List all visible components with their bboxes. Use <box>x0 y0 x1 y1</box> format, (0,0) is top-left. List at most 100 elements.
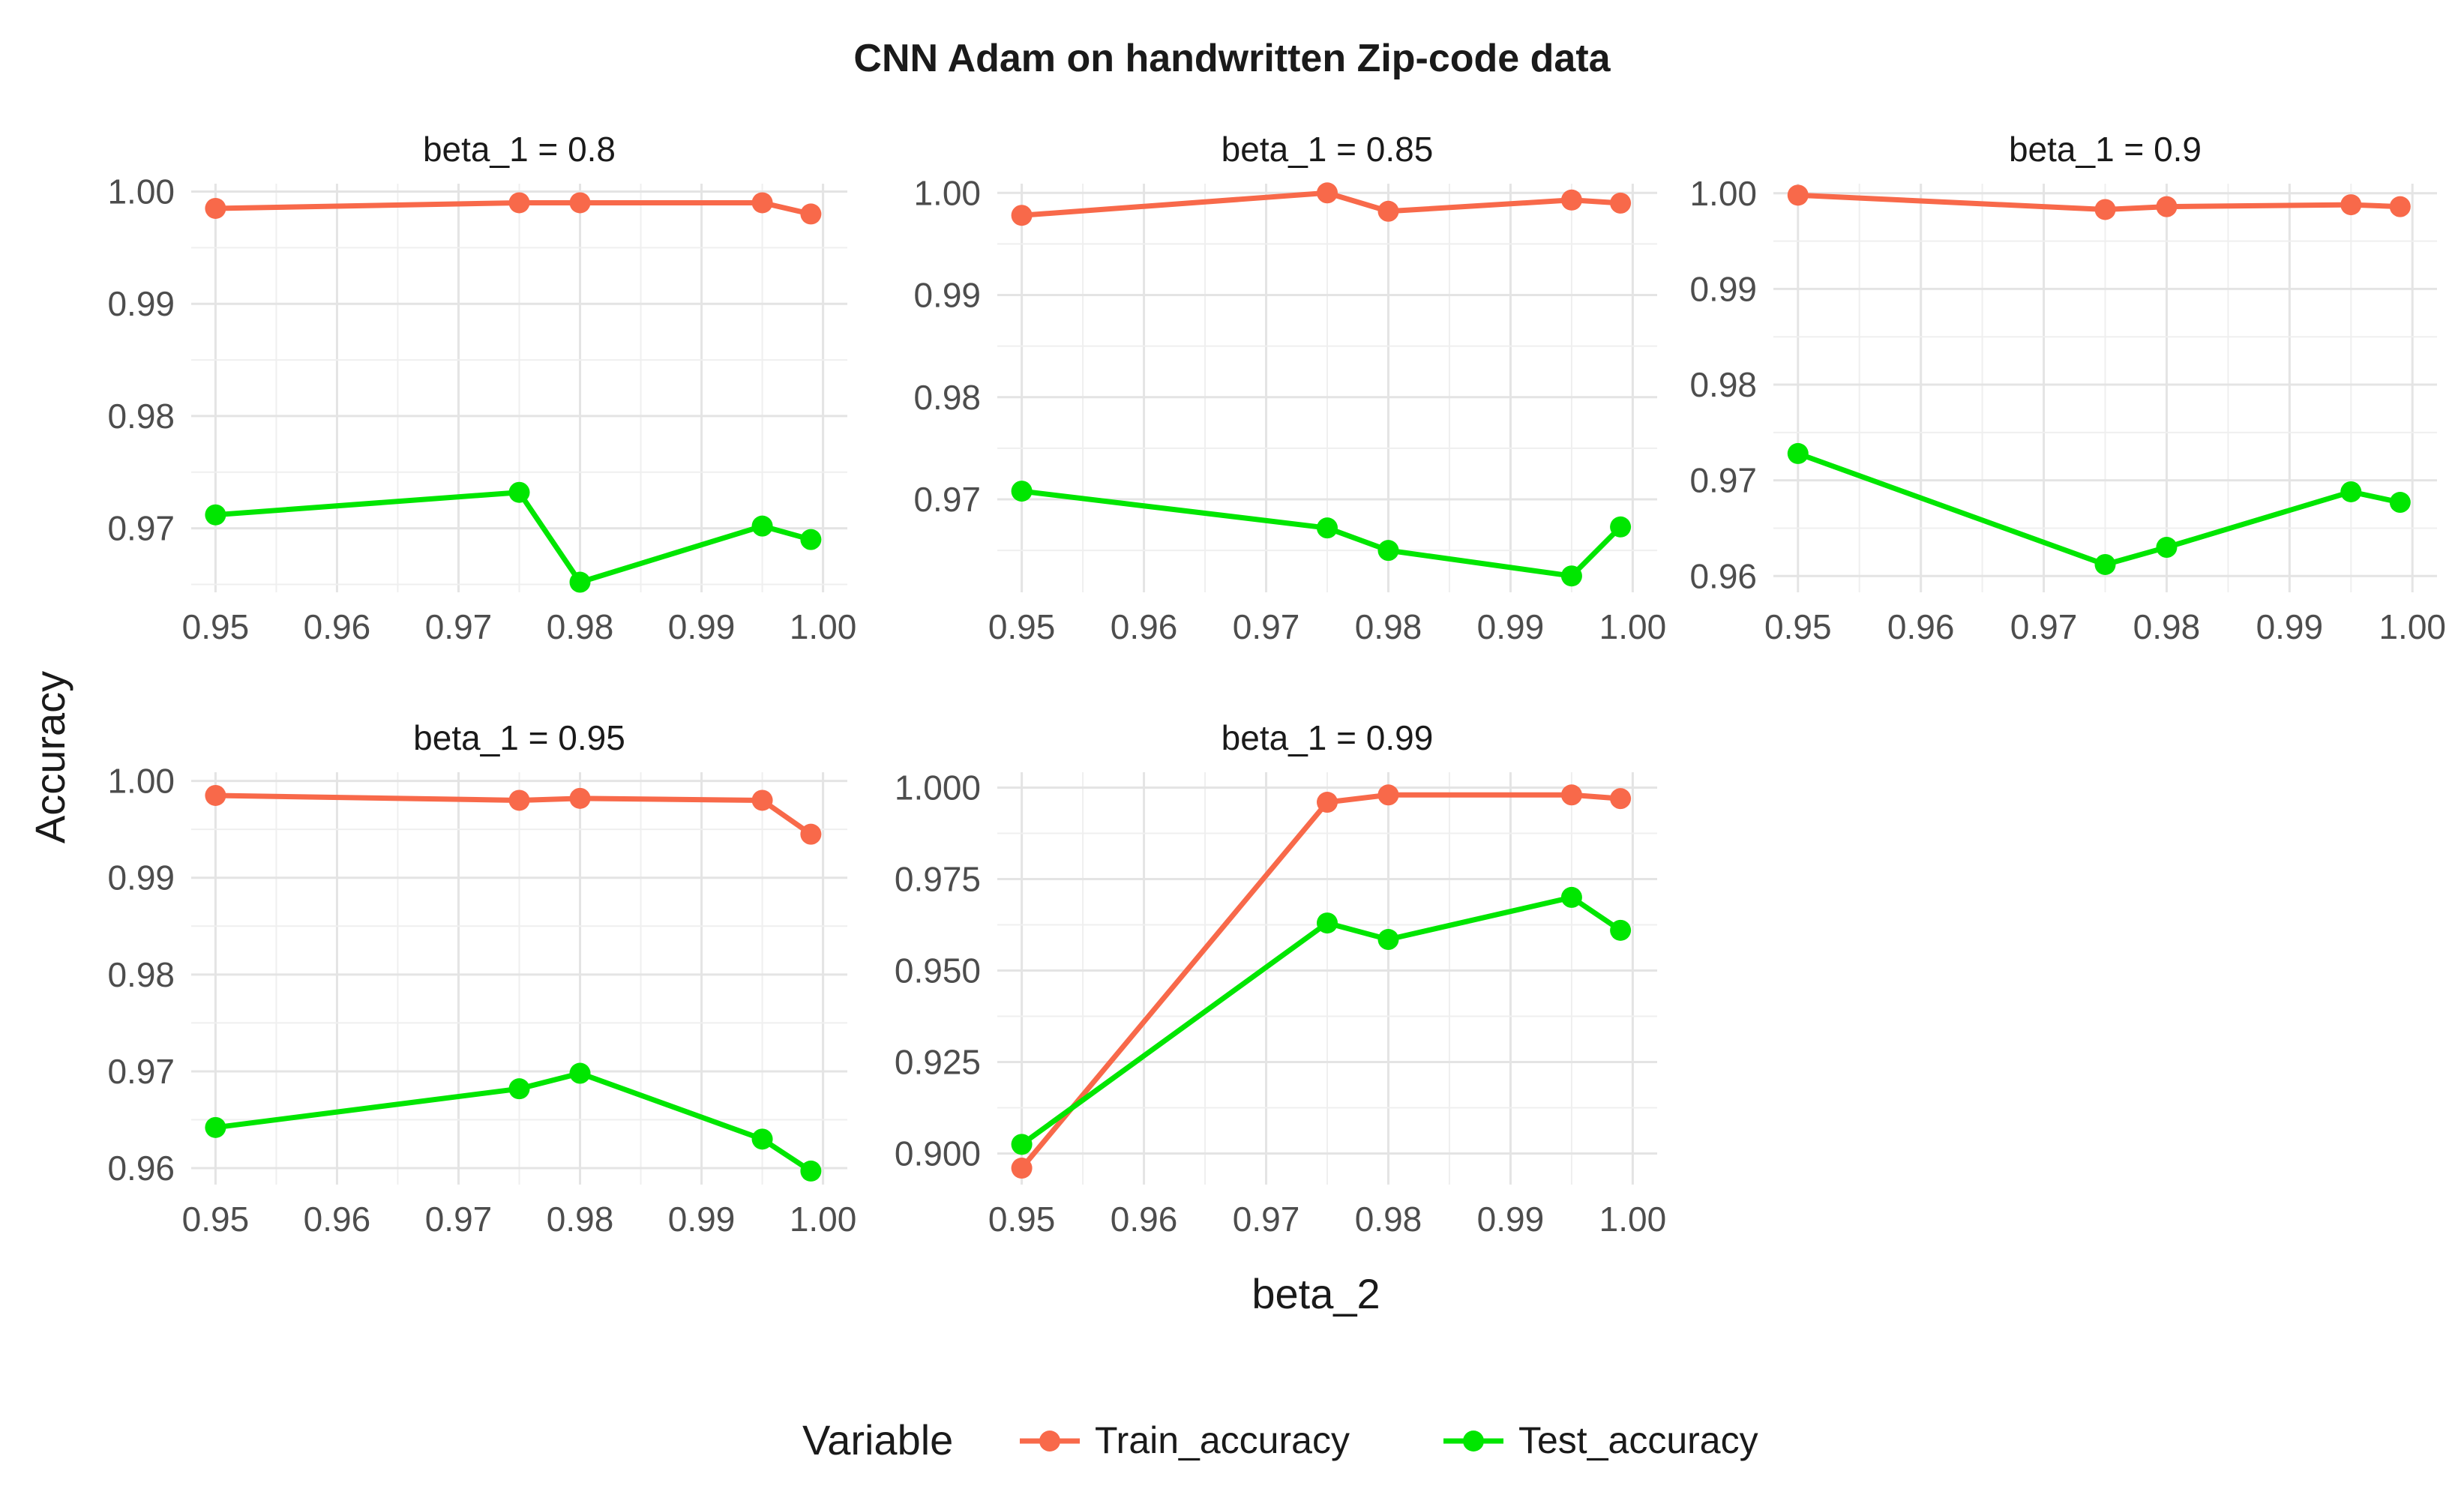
x-tick-label: 0.97 <box>1233 1200 1300 1239</box>
y-tick-label: 0.900 <box>895 1134 981 1173</box>
data-point-train-accuracy <box>1377 784 1399 806</box>
data-point-train-accuracy <box>1610 192 1632 214</box>
data-point-test-accuracy <box>2094 553 2116 575</box>
legend-item: Test_accuracy <box>1443 1419 1758 1461</box>
legend: Variable Train_accuracy Test_accuracy <box>802 1416 1758 1464</box>
data-point-test-accuracy <box>1011 481 1033 502</box>
y-tick-label: 0.97 <box>1689 461 1757 500</box>
legend-key-point <box>1039 1431 1060 1452</box>
x-tick-label: 0.95 <box>988 1200 1056 1239</box>
data-point-test-accuracy <box>1377 929 1399 951</box>
y-tick-label: 1.000 <box>895 768 981 807</box>
y-tick-label: 0.925 <box>895 1043 981 1082</box>
data-point-test-accuracy <box>1317 517 1338 539</box>
panel-strip-label: beta_1 = 0.9 <box>2009 130 2202 169</box>
legend-keys: Train_accuracy Test_accuracy <box>1020 1419 1758 1461</box>
y-tick-label: 1.00 <box>1689 174 1757 213</box>
x-tick-label: 1.00 <box>1599 607 1667 646</box>
panel-2: beta_1 = 0.85 0.95 0.96 0.97 0.98 0.99 1.00 0.9… <box>913 130 1666 646</box>
panel-strip-label: beta_1 = 0.85 <box>1222 130 1434 169</box>
x-tick-label: 0.98 <box>1355 1200 1422 1239</box>
data-point-train-accuracy <box>800 203 822 225</box>
data-point-test-accuracy <box>800 1160 822 1182</box>
data-point-test-accuracy <box>205 504 226 526</box>
x-tick-label: 0.99 <box>1477 607 1545 646</box>
data-point-train-accuracy <box>2094 199 2116 220</box>
x-tick-label: 0.99 <box>668 607 736 646</box>
legend-key-point <box>1463 1431 1484 1452</box>
data-point-train-accuracy <box>800 823 822 845</box>
data-point-train-accuracy <box>1560 189 1582 211</box>
data-point-train-accuracy <box>751 192 773 214</box>
data-point-train-accuracy <box>569 787 591 809</box>
data-point-test-accuracy <box>1560 565 1582 587</box>
data-point-train-accuracy <box>508 789 530 811</box>
data-point-test-accuracy <box>1560 886 1582 908</box>
data-point-train-accuracy <box>1377 200 1399 222</box>
data-point-train-accuracy <box>1610 788 1632 810</box>
panel-3: beta_1 = 0.90.95 0.96 0.97 0.98 0.99 1.000.96… <box>1689 130 2446 646</box>
y-tick-label: 0.99 <box>1689 269 1757 308</box>
x-tick-label: 0.95 <box>182 1200 250 1239</box>
data-point-train-accuracy <box>1787 184 1809 206</box>
data-point-test-accuracy <box>508 1078 530 1100</box>
data-point-test-accuracy <box>205 1116 226 1138</box>
y-tick-label: 0.97 <box>913 480 981 519</box>
panel-4: beta_1 = 0.950.95 0.96 0.97 0.98 0.99 1.000.9… <box>107 718 856 1239</box>
data-point-train-accuracy <box>569 192 591 214</box>
x-tick-label: 1.00 <box>1599 1200 1667 1239</box>
data-point-train-accuracy <box>2389 196 2411 217</box>
y-tick-label: 0.97 <box>107 1052 175 1091</box>
data-point-train-accuracy <box>2156 196 2178 217</box>
x-tick-label: 0.99 <box>2256 607 2324 646</box>
y-tick-label: 0.98 <box>1689 365 1757 404</box>
y-tick-label: 1.00 <box>107 172 175 211</box>
y-tick-label: 0.98 <box>107 955 175 994</box>
data-point-train-accuracy <box>1560 784 1582 806</box>
y-tick-label: 0.97 <box>107 509 175 548</box>
y-tick-label: 0.96 <box>1689 556 1757 595</box>
data-point-test-accuracy <box>800 529 822 550</box>
x-tick-label: 1.00 <box>790 607 857 646</box>
x-tick-label: 0.98 <box>547 1200 614 1239</box>
y-tick-label: 0.950 <box>895 951 981 990</box>
panel-strip-label: beta_1 = 0.99 <box>1222 718 1434 757</box>
x-tick-label: 0.98 <box>547 607 614 646</box>
x-tick-label: 0.99 <box>1477 1200 1545 1239</box>
data-point-train-accuracy <box>1317 792 1338 813</box>
data-point-test-accuracy <box>2389 492 2411 514</box>
y-tick-label: 1.00 <box>107 762 175 801</box>
y-tick-label: 0.96 <box>107 1149 175 1188</box>
panel-strip-label: beta_1 = 0.8 <box>423 130 616 169</box>
data-point-train-accuracy <box>1011 1158 1033 1179</box>
x-tick-label: 0.97 <box>1233 607 1300 646</box>
data-point-test-accuracy <box>569 1062 591 1084</box>
data-point-test-accuracy <box>2156 537 2178 559</box>
y-tick-label: 1.00 <box>913 173 981 212</box>
y-tick-label: 0.99 <box>107 858 175 897</box>
data-point-test-accuracy <box>1787 442 1809 464</box>
data-point-train-accuracy <box>751 789 773 811</box>
data-point-train-accuracy <box>1011 205 1033 226</box>
data-point-test-accuracy <box>508 481 530 503</box>
y-tick-label: 0.99 <box>913 276 981 315</box>
data-point-test-accuracy <box>2340 481 2362 502</box>
data-point-train-accuracy <box>205 197 226 219</box>
x-tick-label: 0.95 <box>182 607 250 646</box>
x-tick-label: 0.99 <box>668 1200 736 1239</box>
x-tick-label: 0.97 <box>425 1200 493 1239</box>
y-tick-label: 0.99 <box>107 284 175 323</box>
data-point-train-accuracy <box>205 784 226 806</box>
y-tick-label: 0.98 <box>913 378 981 417</box>
data-point-test-accuracy <box>1610 919 1632 941</box>
data-point-test-accuracy <box>1610 516 1632 538</box>
y-tick-label: 0.98 <box>107 397 175 436</box>
x-tick-label: 0.95 <box>1764 607 1832 646</box>
x-tick-label: 0.96 <box>1887 607 1955 646</box>
legend-item: Train_accuracy <box>1020 1419 1350 1461</box>
x-tick-label: 0.95 <box>988 607 1056 646</box>
data-point-test-accuracy <box>1377 540 1399 562</box>
data-point-train-accuracy <box>2340 194 2362 216</box>
data-point-test-accuracy <box>1317 912 1338 934</box>
